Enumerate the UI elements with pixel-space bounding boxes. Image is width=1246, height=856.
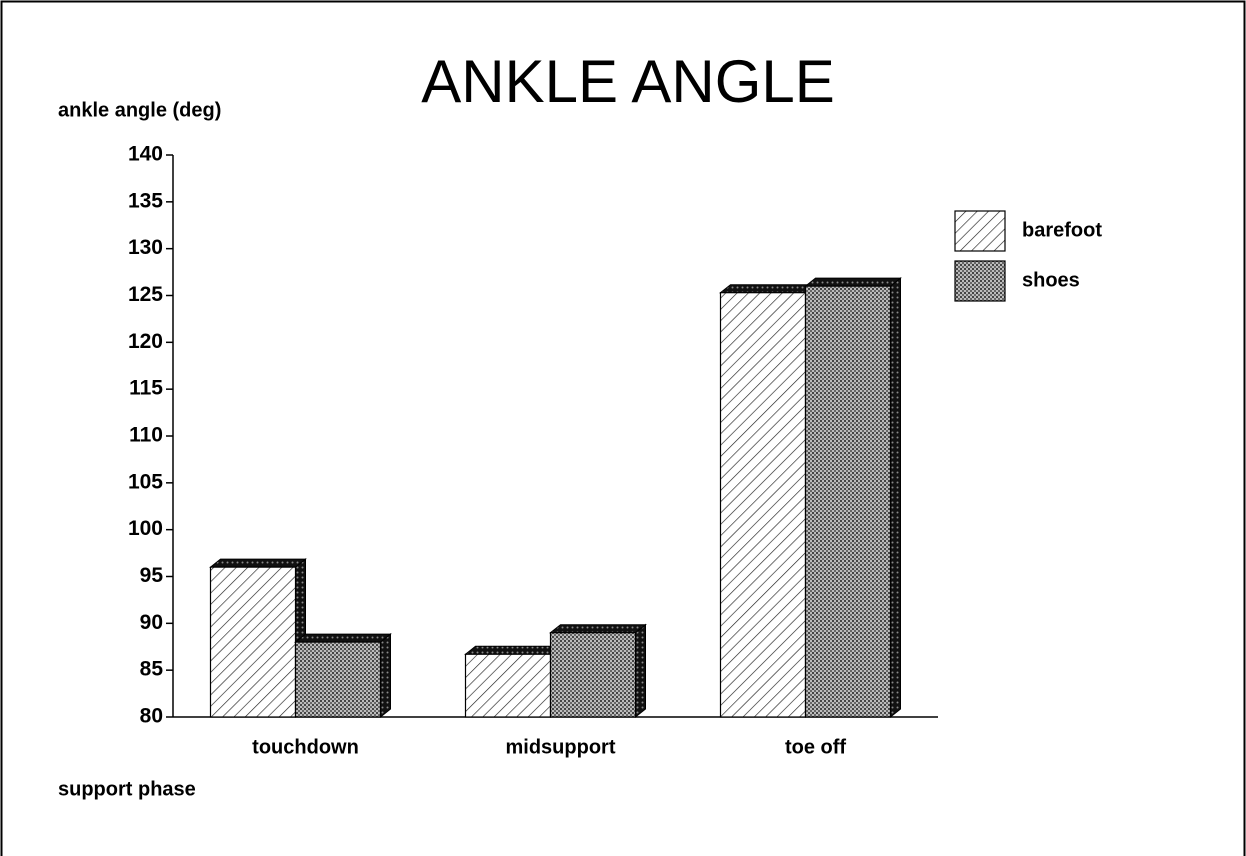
bar-front (719, 292, 807, 718)
y-tick-label: 110 (129, 424, 163, 447)
y-tick-label: 85 (140, 658, 164, 681)
bar-side (635, 623, 646, 719)
legend-label: shoes (1022, 269, 1080, 291)
y-tick-label: 130 (128, 236, 163, 259)
bar-front (209, 566, 297, 718)
x-tick-label: toe off (785, 736, 846, 758)
chart-title: ANKLE ANGLE (421, 48, 835, 115)
bar-front (549, 632, 637, 718)
bar-side (380, 633, 391, 719)
bar-top (719, 284, 817, 294)
bar-front (294, 641, 382, 718)
legend-swatch (954, 210, 1006, 252)
bar-top (464, 645, 562, 655)
y-tick-label: 115 (129, 377, 163, 400)
bar (719, 283, 817, 719)
bar-side (890, 277, 901, 719)
y-tick-label: 125 (128, 283, 163, 306)
bar (804, 277, 902, 719)
y-tick-label: 90 (140, 611, 163, 634)
bar (209, 558, 307, 719)
bar-top (549, 624, 647, 634)
y-tick-label: 95 (140, 564, 164, 587)
y-tick-label: 140 (128, 143, 163, 166)
bar-front (464, 653, 552, 718)
x-tick-label: touchdown (252, 736, 359, 758)
y-tick-label: 105 (128, 470, 163, 493)
y-tick-label: 120 (128, 330, 163, 353)
x-tick-label: midsupport (506, 736, 616, 758)
legend-swatch (954, 260, 1006, 302)
bar (294, 633, 392, 719)
y-tick-label: 80 (140, 705, 163, 728)
y-tick-label: 100 (128, 517, 163, 540)
bar-top (804, 277, 902, 287)
legend-label: barefoot (1022, 219, 1102, 241)
bar-front (804, 285, 892, 718)
y-tick-label: 135 (128, 189, 163, 212)
y-axis-label: ankle angle (deg) (58, 99, 221, 121)
x-axis-label: support phase (58, 778, 196, 800)
bar-top (209, 558, 307, 568)
bar (549, 623, 647, 719)
bar (464, 645, 562, 719)
bar-top (294, 633, 392, 643)
